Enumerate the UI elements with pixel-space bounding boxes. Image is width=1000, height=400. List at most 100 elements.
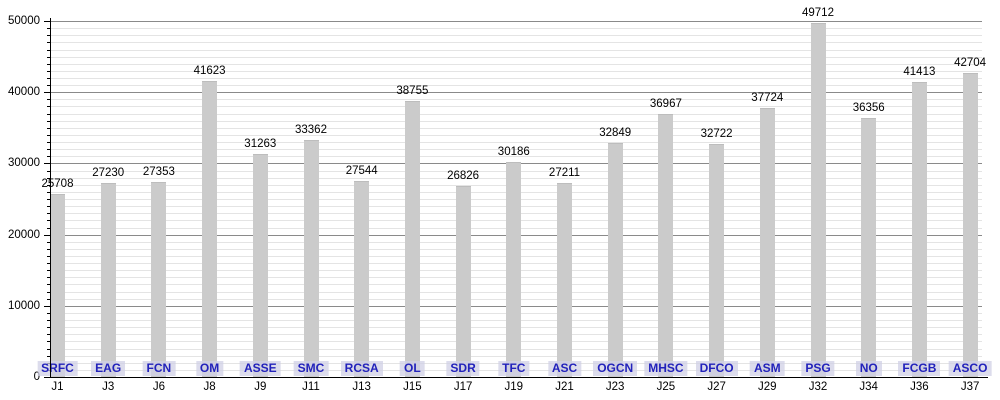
club-code-label: ASSE bbox=[239, 361, 281, 376]
y-minor-gridline bbox=[50, 78, 982, 79]
y-minor-tick bbox=[47, 220, 50, 222]
y-minor-tick bbox=[47, 263, 50, 265]
y-minor-gridline bbox=[50, 156, 982, 158]
club-code-label: TFC bbox=[498, 361, 530, 376]
bar bbox=[50, 194, 65, 378]
y-minor-tick bbox=[47, 298, 50, 300]
y-minor-tick bbox=[47, 99, 50, 101]
bar bbox=[810, 23, 826, 378]
y-major-tick bbox=[44, 377, 50, 378]
x-axis-tick-label: J9 bbox=[254, 381, 267, 393]
bar-value-label: 41413 bbox=[903, 66, 936, 79]
y-minor-tick bbox=[47, 241, 50, 243]
bar bbox=[404, 101, 420, 378]
y-minor-gridline bbox=[50, 106, 982, 108]
bar bbox=[557, 183, 572, 378]
y-minor-tick bbox=[47, 270, 50, 272]
club-code-label: SDR bbox=[446, 361, 480, 376]
bar-value-label: 27544 bbox=[345, 164, 378, 177]
y-minor-gridline bbox=[50, 35, 982, 37]
club-code-label: ASCO bbox=[948, 361, 992, 376]
bar-value-label: 38755 bbox=[396, 85, 429, 98]
y-major-tick bbox=[44, 234, 50, 236]
y-minor-gridline bbox=[50, 49, 982, 51]
bar bbox=[455, 186, 471, 378]
bar bbox=[658, 113, 674, 378]
club-code-label: OL bbox=[400, 361, 425, 376]
club-code-label: DFCO bbox=[695, 361, 738, 376]
bar bbox=[709, 144, 725, 378]
y-minor-tick bbox=[47, 120, 50, 122]
y-minor-tick bbox=[47, 142, 50, 143]
y-minor-tick bbox=[47, 63, 50, 65]
y-minor-tick bbox=[47, 184, 50, 186]
bar-value-label: 27211 bbox=[548, 167, 581, 180]
x-axis-tick-label: J29 bbox=[758, 381, 777, 393]
y-minor-tick bbox=[47, 206, 50, 208]
bar-value-label: 42704 bbox=[954, 56, 987, 69]
y-minor-tick bbox=[47, 312, 50, 314]
bar bbox=[962, 72, 978, 378]
bar bbox=[607, 143, 623, 378]
y-minor-tick bbox=[47, 327, 50, 329]
x-axis-tick-label: J27 bbox=[707, 381, 726, 393]
club-code-label: ASM bbox=[749, 361, 785, 376]
x-axis-tick-label: J6 bbox=[152, 381, 165, 393]
y-axis bbox=[50, 18, 51, 378]
bar-value-label: 37724 bbox=[751, 92, 784, 105]
bar-value-label: 30186 bbox=[497, 146, 530, 159]
y-minor-tick bbox=[47, 355, 50, 357]
y-minor-tick bbox=[47, 113, 50, 115]
y-minor-tick bbox=[47, 106, 50, 108]
bar bbox=[911, 82, 927, 378]
bar-value-label: 26826 bbox=[447, 170, 480, 182]
club-code-label: SRFC bbox=[37, 361, 78, 376]
y-minor-tick bbox=[47, 277, 50, 279]
y-minor-tick bbox=[47, 170, 50, 172]
y-minor-tick bbox=[47, 28, 50, 30]
club-code-label: FCGB bbox=[898, 361, 941, 376]
y-minor-tick bbox=[47, 42, 50, 44]
y-axis-tick-label: 20000 bbox=[8, 228, 40, 241]
bar-value-label: 36356 bbox=[852, 102, 885, 115]
x-axis-tick-label: J1 bbox=[51, 381, 64, 393]
y-axis-tick-label: 30000 bbox=[8, 157, 40, 170]
club-code-label: NO bbox=[855, 361, 882, 376]
x-axis-tick-label: J37 bbox=[960, 381, 980, 393]
x-axis-tick-label: J13 bbox=[352, 381, 371, 393]
y-axis-tick-label: 40000 bbox=[8, 86, 40, 99]
y-minor-tick bbox=[47, 156, 50, 158]
x-axis-tick-label: J36 bbox=[910, 381, 929, 393]
y-major-gridline bbox=[50, 21, 982, 22]
y-minor-tick bbox=[47, 284, 50, 286]
y-minor-tick bbox=[47, 49, 50, 51]
y-major-tick bbox=[44, 305, 50, 307]
x-axis-tick-label: J11 bbox=[302, 381, 320, 393]
y-minor-gridline bbox=[50, 120, 982, 122]
bar-value-label: 49712 bbox=[802, 7, 834, 20]
x-axis-tick-label: J8 bbox=[203, 381, 216, 393]
bar-value-label: 31263 bbox=[244, 138, 277, 151]
x-axis-tick-label: J23 bbox=[605, 381, 625, 393]
y-minor-tick bbox=[47, 199, 50, 200]
x-axis-tick-label: J17 bbox=[453, 381, 473, 393]
x-axis-tick-label: J3 bbox=[102, 381, 115, 393]
bar-value-label: 32722 bbox=[700, 128, 733, 140]
bar bbox=[252, 154, 268, 378]
club-code-label: MHSC bbox=[644, 361, 688, 376]
bar bbox=[506, 162, 522, 378]
bar-value-label: 27230 bbox=[92, 167, 125, 180]
club-code-label: OGCN bbox=[593, 361, 638, 376]
y-minor-tick bbox=[47, 248, 50, 250]
x-axis-tick-label: J25 bbox=[656, 381, 676, 393]
y-minor-gridline bbox=[50, 28, 982, 30]
y-minor-tick bbox=[47, 35, 50, 37]
y-minor-tick bbox=[47, 213, 50, 215]
x-axis-tick-label: J32 bbox=[808, 381, 828, 393]
y-minor-gridline bbox=[50, 56, 982, 58]
y-minor-gridline bbox=[50, 149, 982, 151]
y-minor-gridline bbox=[50, 70, 982, 72]
y-minor-tick bbox=[47, 149, 50, 151]
club-code-label: RCSA bbox=[340, 361, 383, 376]
